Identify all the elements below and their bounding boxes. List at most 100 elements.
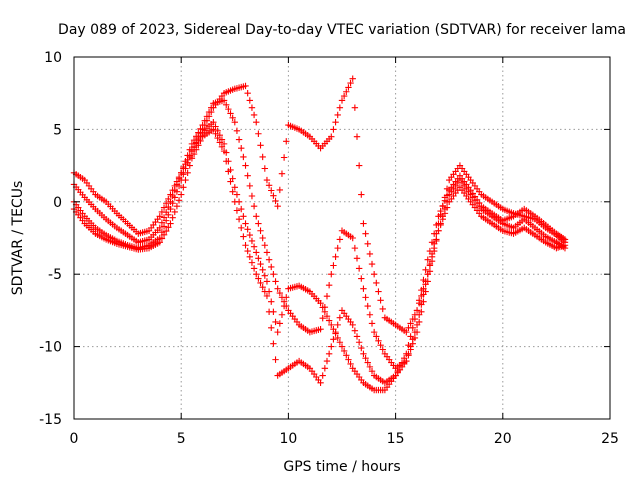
data-point	[428, 253, 436, 261]
data-point	[347, 360, 354, 368]
data-point	[261, 272, 269, 279]
data-point	[435, 213, 442, 220]
x-tick-label: 15	[387, 431, 405, 447]
data-point	[317, 326, 324, 333]
data-point	[441, 210, 449, 217]
data-point	[195, 142, 202, 149]
data-point	[355, 339, 363, 346]
data-point	[443, 192, 451, 199]
data-point	[334, 334, 341, 342]
data-point	[233, 127, 241, 135]
data-point	[246, 97, 254, 104]
data-point	[257, 142, 264, 149]
data-point	[415, 311, 423, 318]
data-point	[321, 308, 329, 316]
data-point	[227, 110, 234, 117]
data-point	[323, 312, 331, 320]
data-point	[328, 343, 335, 350]
data-point	[193, 146, 200, 153]
data-point	[443, 204, 451, 211]
data-point	[392, 372, 399, 379]
data-point	[238, 145, 245, 152]
data-point	[426, 262, 434, 269]
data-point	[235, 215, 243, 223]
data-point	[167, 205, 174, 213]
data-point	[343, 88, 350, 95]
data-point	[355, 265, 363, 272]
data-point	[274, 328, 281, 336]
data-point	[263, 278, 271, 285]
data-point	[227, 178, 234, 185]
data-point	[242, 162, 249, 169]
data-point	[210, 118, 217, 126]
data-point	[212, 130, 219, 137]
data-point	[248, 259, 256, 266]
data-point	[235, 136, 243, 143]
data-point	[156, 239, 163, 246]
data-point	[375, 288, 382, 295]
data-point	[360, 350, 367, 358]
data-point	[182, 165, 189, 172]
data-point	[259, 284, 266, 291]
data-point	[208, 104, 215, 111]
data-point	[263, 249, 271, 256]
data-point	[362, 294, 369, 301]
data-point	[561, 236, 569, 243]
data-point	[336, 314, 344, 321]
data-point	[349, 321, 356, 329]
data-point	[248, 104, 256, 111]
data-point	[403, 350, 410, 358]
data-point	[428, 239, 436, 246]
data-point	[396, 363, 404, 371]
data-point	[259, 153, 266, 161]
data-point	[411, 315, 419, 323]
data-point	[340, 347, 348, 355]
data-point	[160, 231, 168, 239]
data-point	[160, 223, 168, 230]
data-point	[351, 104, 359, 111]
data-point	[420, 291, 427, 298]
data-point	[347, 79, 354, 87]
data-point	[268, 263, 275, 271]
data-point	[360, 285, 367, 292]
data-point	[244, 172, 251, 179]
data-point	[257, 227, 264, 234]
data-point	[407, 320, 414, 327]
data-point	[201, 117, 208, 124]
data-point	[272, 356, 279, 363]
data-point	[175, 197, 183, 204]
data-point	[338, 97, 346, 104]
y-tick-label: -15	[39, 412, 62, 428]
data-point	[345, 84, 352, 91]
data-points	[70, 75, 569, 394]
x-tick-label: 20	[494, 431, 512, 447]
data-point	[240, 213, 247, 220]
data-point	[330, 336, 337, 343]
data-point	[366, 311, 374, 318]
data-point	[336, 339, 344, 346]
data-point	[244, 226, 251, 233]
data-point	[265, 256, 273, 263]
data-point	[162, 217, 170, 224]
data-point	[364, 359, 371, 366]
data-point	[330, 262, 337, 269]
data-point	[362, 354, 369, 362]
data-point	[240, 233, 247, 240]
data-point	[336, 236, 344, 243]
data-point	[188, 155, 196, 162]
data-point	[325, 317, 333, 324]
y-tick-label: 0	[53, 195, 62, 211]
data-point	[355, 162, 363, 169]
data-point	[268, 324, 275, 331]
data-point	[223, 158, 230, 165]
data-point	[439, 215, 446, 223]
data-point	[246, 182, 254, 190]
data-point	[424, 256, 431, 263]
data-point	[229, 114, 236, 122]
data-point	[218, 143, 226, 150]
data-point	[345, 356, 352, 363]
data-point	[377, 297, 384, 304]
data-point	[319, 372, 326, 379]
data-point	[233, 191, 241, 198]
data-point	[203, 113, 211, 120]
